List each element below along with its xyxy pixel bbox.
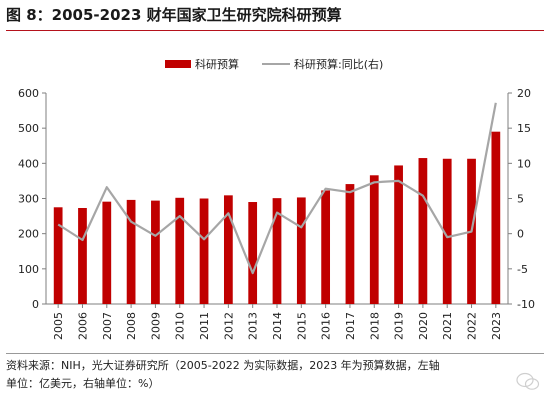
bar [369, 175, 379, 304]
x-tick-label: 2012 [222, 312, 235, 340]
y-left-tick-label: 400 [18, 157, 39, 170]
x-tick-label: 2006 [76, 312, 89, 340]
legend-line-label: 科研预算:同比(右) [294, 57, 383, 71]
x-tick-label: 2005 [52, 312, 65, 340]
y-right-tick-label: 0 [517, 228, 524, 241]
x-tick-label: 2021 [441, 312, 454, 340]
bar [442, 158, 452, 304]
x-tick-label: 2010 [174, 312, 187, 340]
x-tick-label: 2013 [247, 312, 260, 340]
title-divider [6, 30, 544, 31]
wechat-icon [516, 372, 540, 390]
x-tick-label: 2014 [271, 312, 284, 340]
y-left-tick-label: 100 [18, 263, 39, 276]
x-tick-label: 2008 [125, 312, 138, 340]
chart: 科研预算 科研预算:同比(右) 0100200300400500600-10-5… [18, 57, 535, 340]
bar [102, 201, 112, 304]
bar [248, 202, 258, 304]
x-tick-label: 2019 [393, 312, 406, 340]
y-right-tick-label: 20 [517, 87, 531, 100]
legend: 科研预算 科研预算:同比(右) [165, 57, 383, 71]
bar-series [53, 131, 501, 304]
x-tick-label: 2020 [417, 312, 430, 340]
bar [151, 200, 160, 304]
bar [321, 190, 331, 304]
bar [78, 207, 87, 304]
x-tick-label: 2022 [466, 312, 479, 340]
x-tick-label: 2011 [198, 312, 211, 340]
bar [175, 197, 185, 304]
x-tick-label: 2007 [101, 312, 114, 340]
bar [272, 198, 282, 304]
source-divider [6, 353, 544, 354]
bar [199, 198, 209, 304]
x-tick-label: 2009 [149, 312, 162, 340]
legend-bar-label: 科研预算 [195, 57, 239, 71]
y-left-tick-label: 0 [32, 298, 39, 311]
bar [394, 165, 403, 304]
x-tick-label: 2023 [490, 312, 503, 340]
bar [223, 195, 233, 304]
x-tick-label: 2017 [344, 312, 357, 340]
y-left-tick-label: 300 [18, 193, 39, 206]
bar [345, 184, 355, 304]
bar [491, 131, 501, 304]
y-left-tick-label: 500 [18, 122, 39, 135]
y-left-tick-label: 200 [18, 228, 39, 241]
source-line-2: 单位：亿美元，右轴单位：%） [6, 377, 160, 390]
legend-bar-swatch [165, 60, 191, 68]
x-tick-label: 2016 [320, 312, 333, 340]
bar [126, 199, 136, 304]
bar [296, 197, 306, 304]
axes: 0 100 200 300 400 500 600 -10 -5 0 5 10 15 20 2005 2006… [18, 87, 535, 340]
source-line-1: 资料来源：NIH，光大证券研究所（2005-2022 为实际数据，2023 年为… [6, 359, 440, 372]
x-tick-label: 2018 [368, 312, 381, 340]
yoy-line [57, 102, 497, 275]
y-right-tick-label: 15 [517, 122, 531, 135]
y-right-tick-label: 5 [517, 193, 524, 206]
x-tick-label: 2015 [295, 312, 308, 340]
y-right-tick-label: -10 [517, 298, 535, 311]
bar [418, 158, 428, 304]
y-right-tick-label: 10 [517, 157, 531, 170]
y-left-tick-label: 600 [18, 87, 39, 100]
line-series [57, 102, 497, 275]
source-note: 资料来源：NIH，光大证券研究所（2005-2022 为实际数据，2023 年为… [6, 357, 536, 393]
bar [53, 207, 63, 304]
y-right-tick-label: -5 [517, 263, 528, 276]
chart-title: 图 8：2005-2023 财年国家卫生研究院科研预算 [6, 6, 342, 24]
